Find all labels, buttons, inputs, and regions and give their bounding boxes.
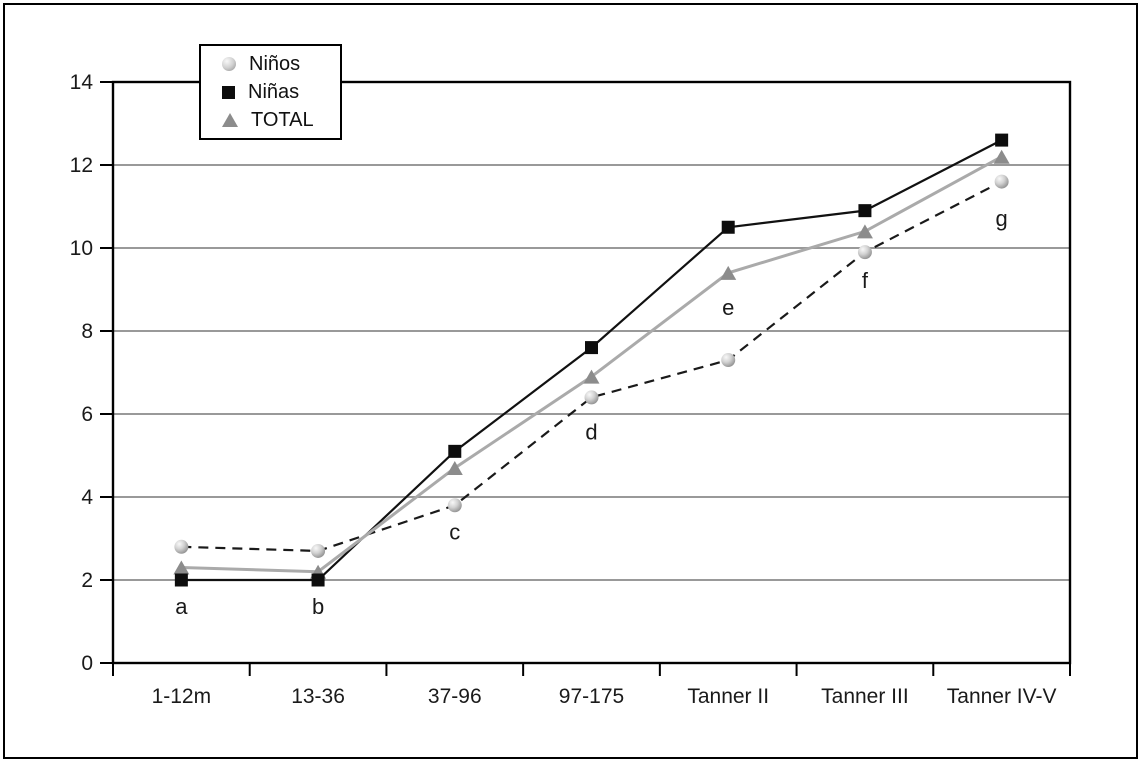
sphere-marker-icon: [584, 390, 599, 405]
square-marker-icon: [174, 573, 188, 587]
x-tick-label: 1-12m: [152, 685, 212, 708]
legend-label: Niñas: [248, 81, 300, 103]
x-tick-label: 97-175: [559, 685, 624, 708]
y-tick-label: 0: [81, 652, 93, 675]
square-marker-icon: [448, 444, 462, 458]
annotation-f: f: [862, 268, 869, 293]
triangle-marker-icon: [222, 113, 238, 127]
triangle-marker-icon: [446, 460, 463, 475]
sphere-marker-icon: [994, 174, 1009, 189]
square-marker-icon: [585, 341, 598, 355]
legend-item-sphere: Niños: [222, 52, 340, 76]
legend-label: TOTAL: [251, 109, 314, 131]
sphere-marker-icon: [222, 57, 236, 71]
legend-label: Niños: [249, 53, 301, 75]
annotation-d: d: [585, 420, 597, 445]
legend-item-square: Niñas: [222, 80, 340, 104]
annotation-g: g: [996, 206, 1008, 231]
triangle-marker-icon: [856, 224, 873, 239]
square-marker-icon: [311, 573, 325, 587]
square-marker-icon: [721, 220, 735, 234]
annotation-e: e: [722, 295, 734, 320]
triangle-marker-icon: [173, 560, 190, 575]
sphere-marker-icon: [447, 498, 462, 513]
x-tick-label: Tanner II: [687, 685, 769, 708]
square-marker-icon: [995, 133, 1009, 147]
series-line-sphere: [181, 180, 1003, 553]
x-tick-label: Tanner IV-V: [947, 685, 1057, 708]
annotation-b: b: [312, 594, 324, 619]
y-tick-label: 4: [81, 486, 93, 509]
series-line-square: [181, 139, 1003, 582]
square-marker-icon: [222, 86, 235, 99]
plot-border: [111, 80, 1072, 665]
sphere-marker-icon: [857, 245, 872, 260]
y-tick-label: 8: [81, 320, 93, 343]
x-tick-label: Tanner III: [821, 685, 909, 708]
triangle-marker-icon: [720, 265, 737, 280]
legend-item-triangle: TOTAL: [222, 108, 340, 132]
y-tick-label: 12: [70, 154, 93, 177]
x-tick-label: 37-96: [428, 685, 482, 708]
annotation-c: c: [449, 519, 460, 544]
sphere-marker-icon: [174, 539, 189, 554]
y-tick-label: 14: [70, 71, 94, 94]
square-marker-icon: [858, 204, 872, 218]
triangle-marker-icon: [583, 369, 600, 384]
y-tick-label: 2: [81, 569, 93, 592]
chart-legend: Niños Niñas TOTAL: [199, 44, 342, 140]
sphere-marker-icon: [311, 543, 326, 558]
series-line-triangle: [181, 155, 1003, 574]
triangle-marker-icon: [993, 149, 1010, 164]
x-tick-label: 13-36: [291, 685, 345, 708]
y-tick-label: 6: [81, 403, 93, 426]
sphere-marker-icon: [721, 353, 736, 368]
annotation-a: a: [175, 594, 188, 619]
y-tick-label: 10: [70, 237, 93, 260]
